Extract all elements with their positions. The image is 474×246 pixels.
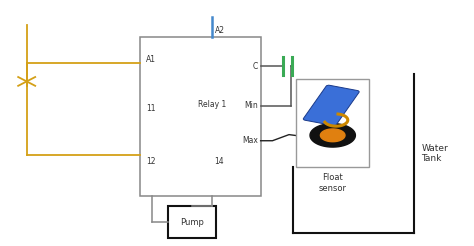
Text: 14: 14 bbox=[214, 157, 223, 166]
Polygon shape bbox=[310, 123, 356, 147]
Text: Relay 1: Relay 1 bbox=[198, 100, 227, 109]
Text: Pump: Pump bbox=[180, 217, 204, 227]
Bar bbox=[296, 79, 369, 167]
Polygon shape bbox=[320, 129, 345, 142]
FancyBboxPatch shape bbox=[303, 85, 359, 126]
Text: 11: 11 bbox=[146, 105, 156, 113]
Text: 12: 12 bbox=[146, 157, 156, 166]
Text: Water
Tank: Water Tank bbox=[421, 144, 448, 163]
Text: Max: Max bbox=[242, 136, 258, 145]
Text: A1: A1 bbox=[146, 55, 156, 64]
Bar bbox=[140, 37, 261, 196]
Text: C: C bbox=[253, 62, 258, 71]
Text: Min: Min bbox=[245, 101, 258, 110]
Bar bbox=[168, 206, 216, 238]
Text: A2: A2 bbox=[215, 26, 225, 35]
Text: Float
sensor: Float sensor bbox=[319, 173, 346, 193]
